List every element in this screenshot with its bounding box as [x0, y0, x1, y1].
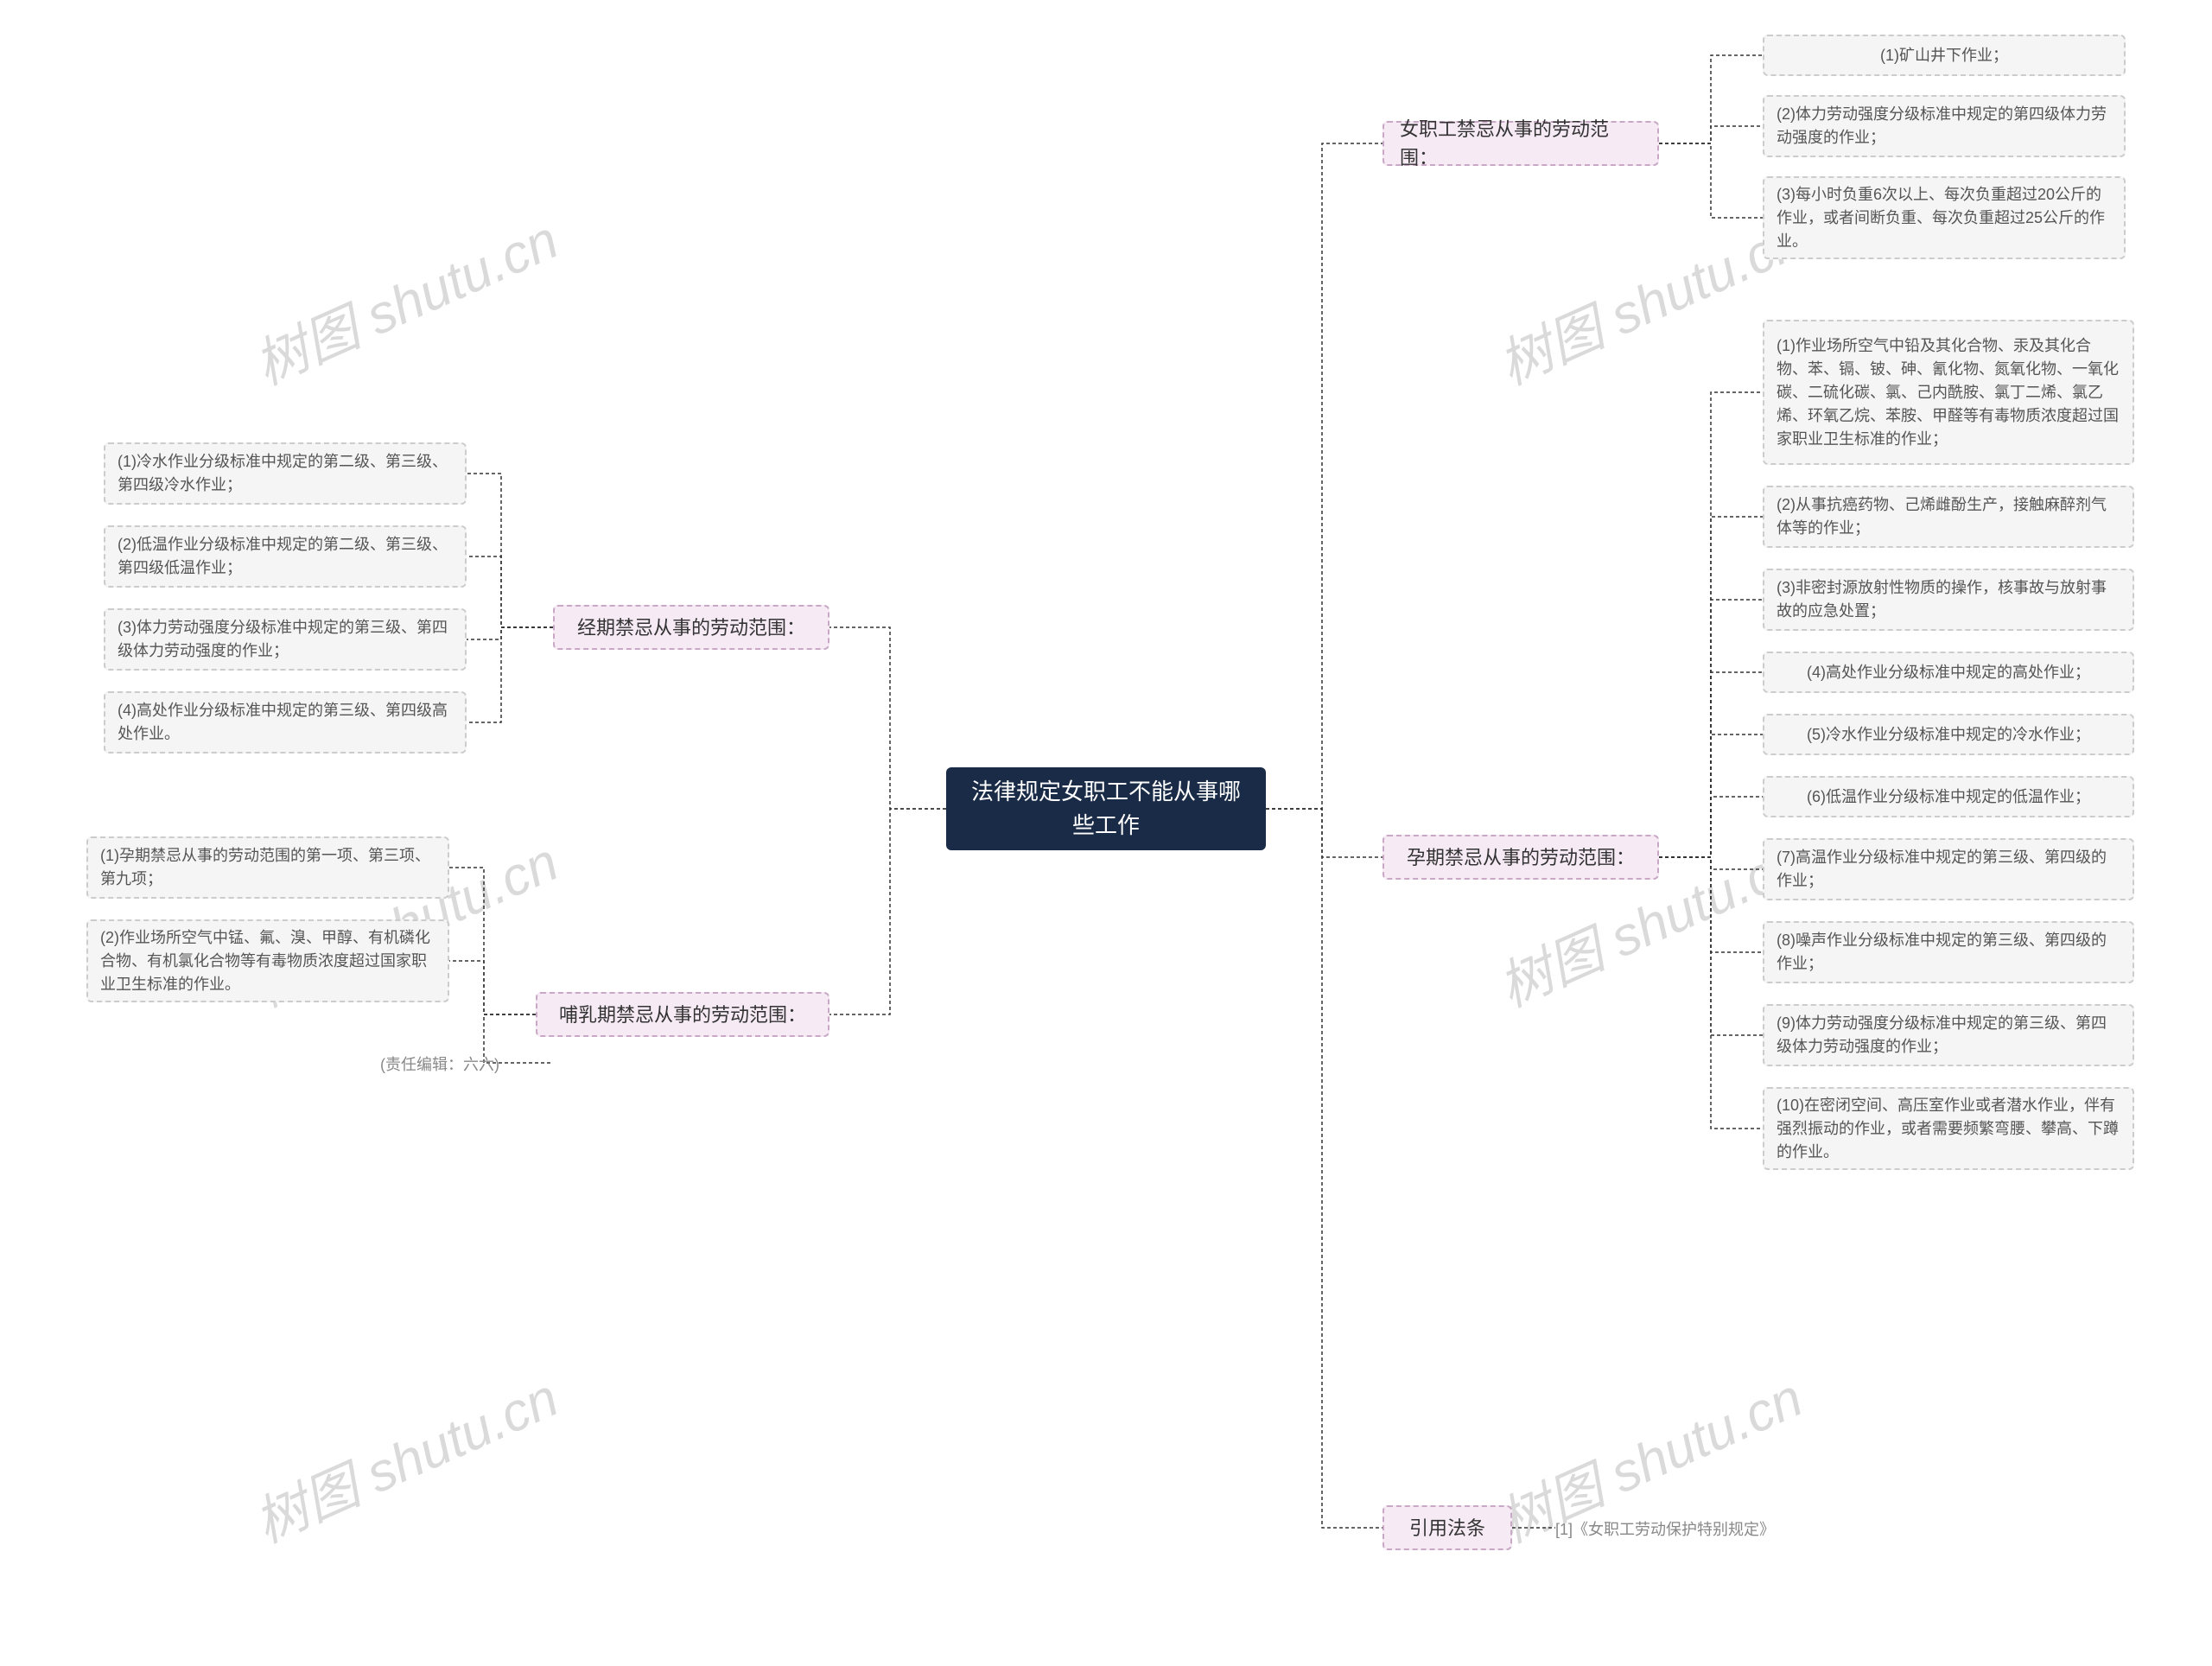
leaf-text: (2)作业场所空气中锰、氟、溴、甲醇、有机磷化合物、有机氯化合物等有毒物质浓度超… [100, 926, 435, 996]
leaf-text: (1)矿山井下作业； [1880, 44, 2008, 67]
leaf-text: (2)低温作业分级标准中规定的第二级、第三级、第四级低温作业； [118, 533, 453, 580]
leaf-lb2-3: (责任编辑：六六) [380, 1052, 499, 1075]
leaf-text: (8)噪声作业分级标准中规定的第三级、第四级的作业； [1777, 929, 2120, 976]
leaf-b2-3: (3)非密封源放射性物质的操作，核事故与放射事故的应急处置； [1763, 569, 2134, 631]
leaf-text: (4)高处作业分级标准中规定的第三级、第四级高处作业。 [118, 699, 453, 746]
branch-label: 哺乳期禁忌从事的劳动范围： [559, 1001, 806, 1029]
branch-label: 经期禁忌从事的劳动范围： [577, 614, 805, 642]
leaf-b2-4: (4)高处作业分级标准中规定的高处作业； [1763, 652, 2134, 693]
branch-pregnancy-prohibited: 孕期禁忌从事的劳动范围： [1382, 835, 1659, 880]
leaf-b2-6: (6)低温作业分级标准中规定的低温作业； [1763, 776, 2134, 817]
leaf-b2-5: (5)冷水作业分级标准中规定的冷水作业； [1763, 714, 2134, 755]
leaf-b2-10: (10)在密闭空间、高压室作业或者潜水作业，伴有强烈振动的作业，或者需要频繁弯腰… [1763, 1087, 2134, 1170]
leaf-b1-1: (1)矿山井下作业； [1763, 35, 2126, 76]
leaf-text: (10)在密闭空间、高压室作业或者潜水作业，伴有强烈振动的作业，或者需要频繁弯腰… [1777, 1094, 2120, 1164]
leaf-text: (3)每小时负重6次以上、每次负重超过20公斤的作业，或者间断负重、每次负重超过… [1777, 183, 2112, 253]
leaf-b2-9: (9)体力劳动强度分级标准中规定的第三级、第四级体力劳动强度的作业； [1763, 1004, 2134, 1066]
leaf-text: (4)高处作业分级标准中规定的高处作业； [1807, 661, 2090, 684]
leaf-text: (6)低温作业分级标准中规定的低温作业； [1807, 785, 2090, 809]
leaf-lb2-2: (2)作业场所空气中锰、氟、溴、甲醇、有机磷化合物、有机氯化合物等有毒物质浓度超… [86, 919, 449, 1002]
leaf-lb1-4: (4)高处作业分级标准中规定的第三级、第四级高处作业。 [104, 691, 467, 754]
leaf-lb2-1: (1)孕期禁忌从事的劳动范围的第一项、第三项、第九项； [86, 836, 449, 899]
leaf-text: (5)冷水作业分级标准中规定的冷水作业； [1807, 723, 2090, 747]
leaf-text: [1]《女职工劳动保护特别规定》 [1555, 1521, 1775, 1538]
leaf-b2-2: (2)从事抗癌药物、己烯雌酚生产，接触麻醉剂气体等的作业； [1763, 486, 2134, 548]
branch-lactation-prohibited: 哺乳期禁忌从事的劳动范围： [536, 992, 830, 1037]
leaf-text: (2)从事抗癌药物、己烯雌酚生产，接触麻醉剂气体等的作业； [1777, 493, 2120, 540]
leaf-lb1-3: (3)体力劳动强度分级标准中规定的第三级、第四级体力劳动强度的作业； [104, 608, 467, 671]
leaf-text: (9)体力劳动强度分级标准中规定的第三级、第四级体力劳动强度的作业； [1777, 1012, 2120, 1059]
leaf-b2-7: (7)高温作业分级标准中规定的第三级、第四级的作业； [1763, 838, 2134, 900]
leaf-b1-3: (3)每小时负重6次以上、每次负重超过20公斤的作业，或者间断负重、每次负重超过… [1763, 176, 2126, 259]
root-node: 法律规定女职工不能从事哪些工作 [946, 767, 1266, 850]
branch-cited-law: 引用法条 [1382, 1505, 1512, 1550]
leaf-b2-8: (8)噪声作业分级标准中规定的第三级、第四级的作业； [1763, 921, 2134, 983]
leaf-lb1-2: (2)低温作业分级标准中规定的第二级、第三级、第四级低温作业； [104, 525, 467, 588]
branch-label: 女职工禁忌从事的劳动范围： [1400, 115, 1642, 172]
leaf-text: (1)冷水作业分级标准中规定的第二级、第三级、第四级冷水作业； [118, 450, 453, 497]
leaf-text: (7)高温作业分级标准中规定的第三级、第四级的作业； [1777, 846, 2120, 893]
branch-label: 引用法条 [1409, 1514, 1485, 1542]
branch-label: 孕期禁忌从事的劳动范围： [1407, 843, 1635, 872]
branch-female-prohibited: 女职工禁忌从事的劳动范围： [1382, 121, 1659, 166]
leaf-b3-1: [1]《女职工劳动保护特别规定》 [1555, 1517, 1775, 1540]
leaf-text: (2)体力劳动强度分级标准中规定的第四级体力劳动强度的作业； [1777, 103, 2112, 149]
leaf-text: (3)体力劳动强度分级标准中规定的第三级、第四级体力劳动强度的作业； [118, 616, 453, 663]
leaf-text: (1)孕期禁忌从事的劳动范围的第一项、第三项、第九项； [100, 844, 435, 891]
branch-menstrual-prohibited: 经期禁忌从事的劳动范围： [553, 605, 830, 650]
root-title: 法律规定女职工不能从事哪些工作 [969, 775, 1243, 843]
leaf-b1-2: (2)体力劳动强度分级标准中规定的第四级体力劳动强度的作业； [1763, 95, 2126, 157]
leaf-text: (3)非密封源放射性物质的操作，核事故与放射事故的应急处置； [1777, 576, 2120, 623]
leaf-text: (责任编辑：六六) [380, 1056, 499, 1073]
watermark: 树图 shutu.cn [240, 197, 569, 400]
leaf-text: (1)作业场所空气中铅及其化合物、汞及其化合物、苯、镉、铍、砷、氰化物、氮氧化物… [1777, 334, 2120, 451]
watermark: 树图 shutu.cn [240, 1355, 569, 1558]
leaf-b2-1: (1)作业场所空气中铅及其化合物、汞及其化合物、苯、镉、铍、砷、氰化物、氮氧化物… [1763, 320, 2134, 465]
leaf-lb1-1: (1)冷水作业分级标准中规定的第二级、第三级、第四级冷水作业； [104, 442, 467, 505]
